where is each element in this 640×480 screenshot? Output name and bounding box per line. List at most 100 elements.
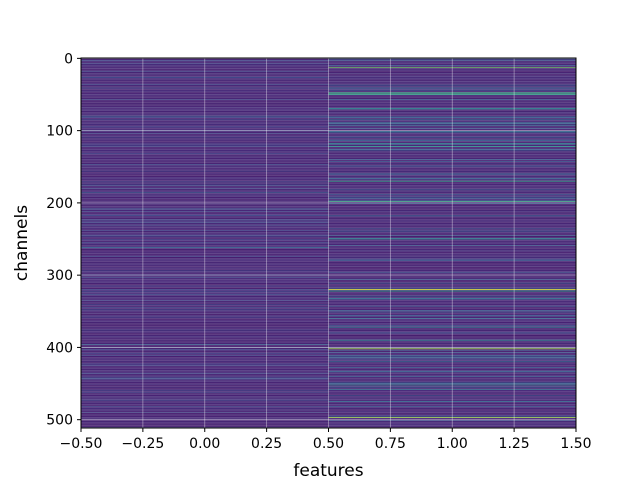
heatmap-cell (328, 353, 576, 355)
heatmap-cell (328, 323, 576, 324)
x-tick-label: 0.00 (189, 436, 220, 452)
heatmap-cell (328, 193, 576, 194)
heatmap-cell (81, 350, 329, 352)
heatmap-cell (81, 143, 329, 145)
heatmap-cell (81, 99, 329, 101)
heatmap-cell (328, 282, 576, 283)
heatmap-cell (328, 382, 576, 384)
heatmap-cell (81, 214, 329, 216)
heatmap-cell (328, 349, 576, 351)
heatmap-cell (328, 294, 576, 296)
heatmap-cell (328, 361, 576, 363)
heatmap-cell (328, 172, 576, 173)
heatmap-cell (328, 185, 576, 186)
heatmap-cell (328, 115, 576, 116)
heatmap-cell (81, 312, 329, 314)
heatmap-cell (328, 163, 576, 165)
heatmap-cell (81, 154, 329, 156)
heatmap-cell (328, 71, 576, 72)
heatmap-cell (328, 356, 576, 358)
heatmap-cell (81, 338, 329, 340)
heatmap-cell (81, 271, 329, 273)
heatmap-cell (81, 117, 329, 119)
heatmap-cell (81, 203, 329, 205)
heatmap-cell (328, 407, 576, 409)
heatmap-cell (328, 250, 576, 251)
heatmap-cell (81, 287, 329, 288)
heatmap-cell (328, 333, 576, 335)
heatmap-cell (328, 150, 576, 152)
heatmap-cell (81, 88, 329, 90)
heatmap-cell (328, 133, 576, 134)
heatmap-cell (81, 164, 329, 166)
heatmap-cell (81, 73, 329, 75)
heatmap-cell (328, 121, 576, 123)
heatmap-cell (81, 175, 329, 177)
heatmap-cell (328, 258, 576, 260)
heatmap-cell (81, 76, 329, 77)
heatmap-cell (81, 149, 329, 150)
heatmap-cell (81, 381, 329, 383)
heatmap-cell (328, 212, 576, 214)
heatmap-cell (328, 266, 576, 268)
heatmap-cell (328, 283, 576, 285)
heatmap-cell (328, 417, 576, 418)
heatmap-cell (328, 149, 576, 150)
heatmap-cell (328, 119, 576, 121)
heatmap-cell (328, 394, 576, 396)
heatmap-cell (81, 229, 329, 231)
heatmap-cell (328, 370, 576, 371)
heatmap-cell (81, 419, 329, 421)
heatmap-cell (81, 413, 329, 415)
heatmap-cell (81, 422, 329, 424)
heatmap-cell (81, 396, 329, 398)
heatmap-cell (81, 177, 329, 179)
heatmap-cell (328, 306, 576, 308)
heatmap-cell (328, 340, 576, 342)
heatmap-cell (328, 358, 576, 360)
heatmap-cell (328, 80, 576, 82)
heatmap-cell (328, 268, 576, 270)
heatmap-cell (81, 257, 329, 259)
heatmap-cell (81, 179, 329, 181)
heatmap-cell (328, 336, 576, 337)
heatmap-cell (81, 85, 329, 87)
heatmap-cell (81, 251, 329, 253)
heatmap-cell (81, 76, 329, 78)
heatmap-cell (81, 321, 329, 323)
heatmap-cell (328, 317, 576, 319)
heatmap-cell (81, 203, 329, 205)
heatmap-cell (81, 82, 329, 84)
heatmap-cell (81, 196, 329, 197)
heatmap-cell (328, 245, 576, 247)
heatmap-cell (81, 106, 329, 108)
heatmap-cell (81, 274, 329, 275)
heatmap-cell (81, 114, 329, 116)
heatmap-cell (328, 232, 576, 234)
heatmap-cell (328, 192, 576, 194)
heatmap-cell (81, 155, 329, 157)
heatmap-cell (328, 234, 576, 236)
heatmap-cell (328, 65, 576, 66)
heatmap-cell (81, 93, 329, 95)
heatmap-cell (328, 231, 576, 233)
heatmap-cell (81, 166, 329, 168)
heatmap-cell (328, 238, 576, 240)
heatmap-cell (81, 339, 329, 341)
x-axis-label: features (293, 461, 363, 480)
heatmap-cell (328, 95, 576, 97)
heatmap-cell (328, 314, 576, 316)
heatmap-cell (328, 373, 576, 374)
heatmap-cell (328, 326, 576, 327)
heatmap-cell (328, 73, 576, 75)
heatmap-cell (81, 141, 329, 143)
heatmap-cell (81, 314, 329, 316)
heatmap-cell (81, 310, 329, 311)
heatmap-cell (81, 219, 329, 220)
heatmap-cell (81, 99, 329, 100)
heatmap-cell (328, 173, 576, 175)
heatmap-cell (328, 368, 576, 370)
heatmap-cell (81, 108, 329, 110)
heatmap-cell (81, 67, 329, 69)
heatmap-cell (328, 93, 576, 95)
